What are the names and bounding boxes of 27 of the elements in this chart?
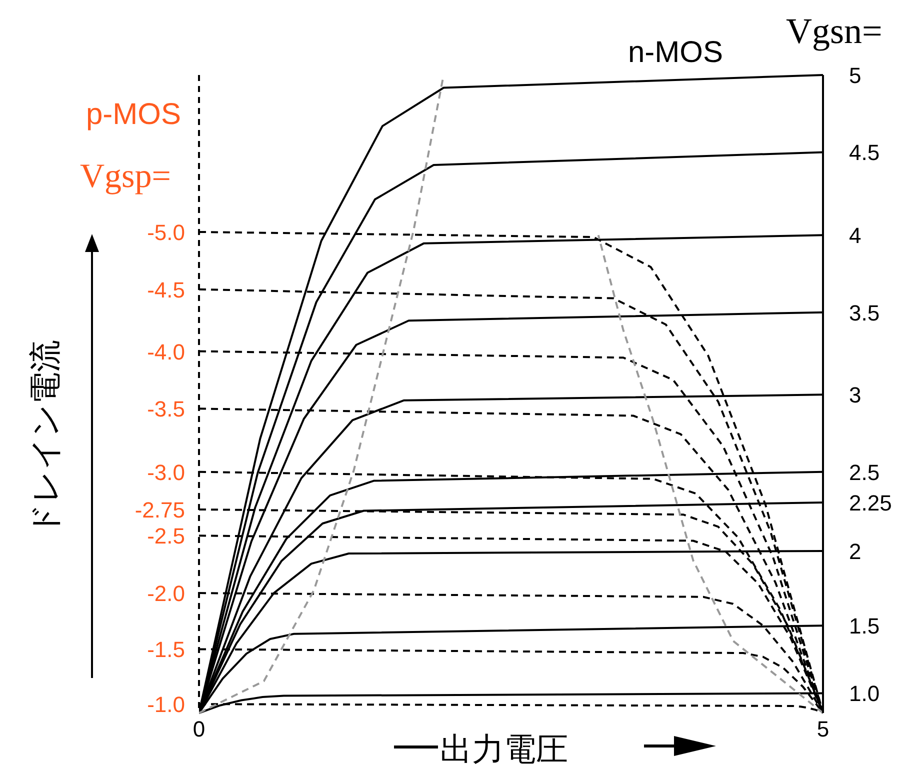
legend-label: -5.0 — [147, 220, 185, 245]
series-label: -2.0 — [147, 581, 185, 606]
series-label: -1.0 — [147, 692, 185, 718]
series-label: 2 — [849, 538, 862, 564]
text: n-MOS — [628, 36, 724, 70]
series-label: 2.25 — [849, 490, 892, 516]
x-axis-title: 出力電圧 — [440, 729, 568, 770]
series-label: 1.5 — [849, 614, 880, 639]
series-label: 3 — [849, 382, 862, 408]
series-label: -3.0 — [147, 460, 185, 485]
text: Vgsp= — [80, 158, 171, 196]
series-label: 3.5 — [849, 300, 880, 326]
series-label: -1.5 — [147, 637, 185, 662]
series-label: 1.0 — [849, 681, 880, 706]
series-label: -2.5 — [147, 524, 185, 549]
y-axis-title: ドレイン電流 — [25, 340, 65, 536]
series-label: -3.5 — [147, 396, 185, 422]
series-label: 5 — [849, 63, 862, 88]
series-label: -4.0 — [147, 339, 185, 364]
series-label: 2.5 — [849, 460, 880, 485]
series-label: 4 — [849, 223, 862, 248]
text: p-MOS — [86, 98, 182, 132]
x-tick-label: 0 — [192, 716, 206, 742]
series-label: 4.5 — [849, 140, 880, 166]
series-label: -2.75 — [134, 497, 185, 522]
text: Vgsn= — [786, 10, 882, 52]
series-label: -4.5 — [147, 277, 185, 302]
